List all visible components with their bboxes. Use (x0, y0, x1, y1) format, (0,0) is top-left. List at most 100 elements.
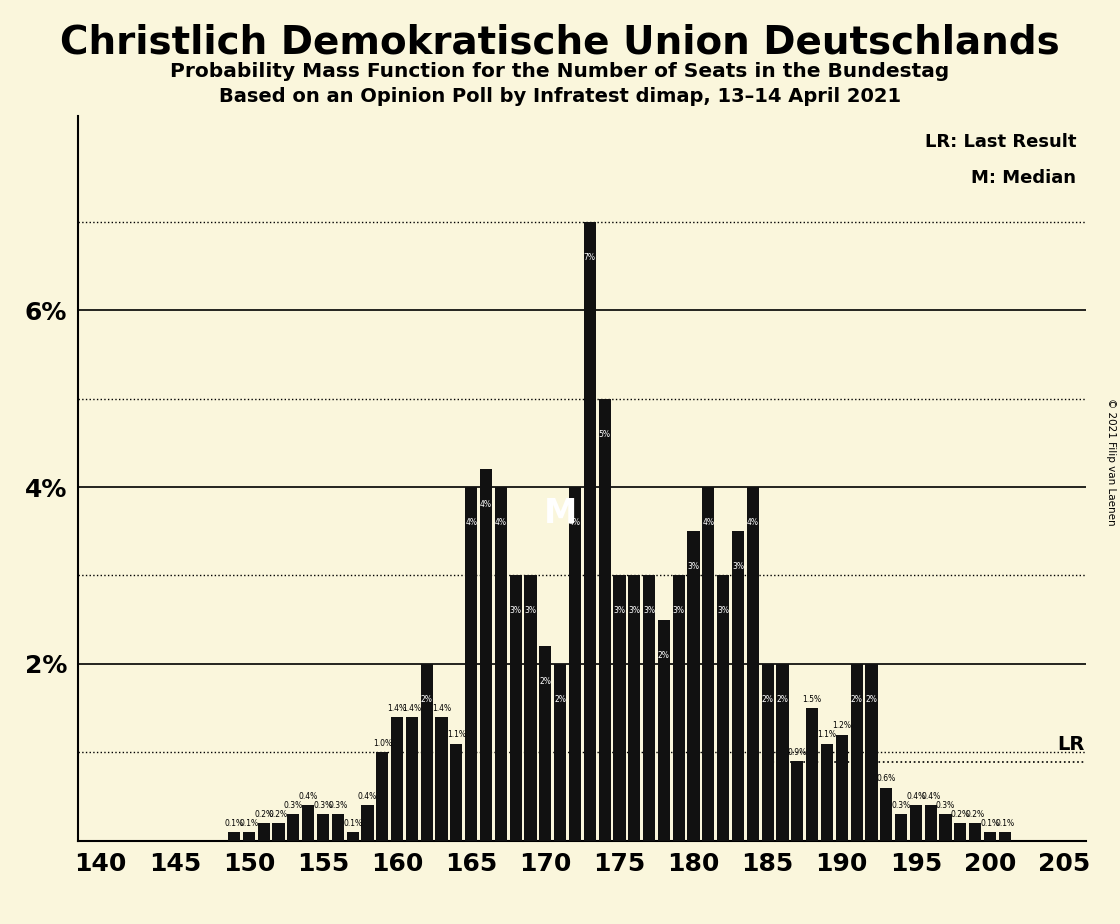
Bar (391, 717, 403, 841)
Bar (524, 576, 536, 841)
Bar (258, 823, 270, 841)
Text: 0.3%: 0.3% (328, 801, 347, 809)
Text: 0.4%: 0.4% (906, 792, 925, 801)
Text: 0.2%: 0.2% (965, 809, 984, 819)
Text: 0.1%: 0.1% (980, 819, 1000, 828)
Text: 1.5%: 1.5% (803, 695, 822, 704)
Text: 1.1%: 1.1% (447, 730, 466, 739)
Bar (866, 664, 878, 841)
Bar (850, 664, 862, 841)
Text: 1.0%: 1.0% (373, 739, 392, 748)
Text: LR: Last Result: LR: Last Result (924, 133, 1076, 152)
Bar (539, 646, 551, 841)
Bar (999, 832, 1011, 841)
Text: 7%: 7% (584, 252, 596, 261)
Bar (791, 761, 803, 841)
Text: 0.3%: 0.3% (892, 801, 911, 809)
Text: 4%: 4% (702, 518, 715, 527)
Bar (376, 752, 389, 841)
Bar (969, 823, 981, 841)
Bar (688, 531, 700, 841)
Text: 1.4%: 1.4% (432, 703, 451, 712)
Bar (346, 832, 358, 841)
Text: 3%: 3% (717, 606, 729, 615)
Text: 1.1%: 1.1% (818, 730, 837, 739)
Text: LR: LR (1057, 736, 1084, 754)
Text: 3%: 3% (673, 606, 684, 615)
Bar (450, 744, 463, 841)
Text: 0.2%: 0.2% (254, 809, 273, 819)
Text: 2%: 2% (657, 650, 670, 660)
Text: 2%: 2% (866, 695, 877, 704)
Bar (940, 814, 952, 841)
Bar (598, 398, 610, 841)
Bar (954, 823, 967, 841)
Bar (480, 469, 492, 841)
Text: 2%: 2% (554, 695, 566, 704)
Bar (909, 806, 922, 841)
Bar (732, 531, 744, 841)
Text: 4%: 4% (480, 500, 492, 509)
Bar (362, 806, 374, 841)
Bar (702, 487, 715, 841)
Text: 4%: 4% (465, 518, 477, 527)
Text: 1.4%: 1.4% (388, 703, 407, 712)
Bar (806, 708, 819, 841)
Bar (643, 576, 655, 841)
Bar (272, 823, 284, 841)
Bar (243, 832, 255, 841)
Bar (657, 620, 670, 841)
Text: © 2021 Filip van Laenen: © 2021 Filip van Laenen (1107, 398, 1116, 526)
Text: Probability Mass Function for the Number of Seats in the Bundestag: Probability Mass Function for the Number… (170, 62, 950, 81)
Bar (821, 744, 833, 841)
Text: 1.2%: 1.2% (832, 722, 851, 730)
Bar (554, 664, 567, 841)
Text: 4%: 4% (747, 518, 759, 527)
Bar (569, 487, 581, 841)
Text: 0.1%: 0.1% (343, 819, 362, 828)
Text: 0.3%: 0.3% (283, 801, 304, 809)
Text: Christlich Demokratische Union Deutschlands: Christlich Demokratische Union Deutschla… (60, 23, 1060, 61)
Text: 4%: 4% (569, 518, 581, 527)
Text: 0.2%: 0.2% (951, 809, 970, 819)
Text: 0.2%: 0.2% (269, 809, 288, 819)
Text: 2%: 2% (762, 695, 774, 704)
Bar (776, 664, 788, 841)
Bar (465, 487, 477, 841)
Bar (880, 788, 893, 841)
Bar (287, 814, 299, 841)
Text: 3%: 3% (688, 562, 700, 571)
Bar (228, 832, 240, 841)
Bar (747, 487, 759, 841)
Bar (762, 664, 774, 841)
Text: 0.3%: 0.3% (936, 801, 955, 809)
Bar (584, 222, 596, 841)
Bar (614, 576, 626, 841)
Bar (717, 576, 729, 841)
Text: 0.1%: 0.1% (240, 819, 259, 828)
Bar (495, 487, 507, 841)
Text: 0.1%: 0.1% (224, 819, 244, 828)
Text: Based on an Opinion Poll by Infratest dimap, 13–14 April 2021: Based on an Opinion Poll by Infratest di… (218, 87, 902, 106)
Text: 5%: 5% (598, 430, 610, 439)
Text: 3%: 3% (732, 562, 744, 571)
Text: 0.6%: 0.6% (877, 774, 896, 784)
Text: M: Median: M: Median (971, 168, 1076, 187)
Text: 2%: 2% (851, 695, 862, 704)
Text: 2%: 2% (776, 695, 788, 704)
Text: 4%: 4% (495, 518, 507, 527)
Bar (332, 814, 344, 841)
Text: 0.1%: 0.1% (996, 819, 1015, 828)
Bar (925, 806, 936, 841)
Text: 0.4%: 0.4% (299, 792, 318, 801)
Text: 3%: 3% (628, 606, 641, 615)
Bar (317, 814, 329, 841)
Bar (628, 576, 641, 841)
Text: 0.4%: 0.4% (357, 792, 377, 801)
Text: 0.4%: 0.4% (921, 792, 941, 801)
Text: 2%: 2% (540, 677, 551, 687)
Bar (302, 806, 315, 841)
Bar (895, 814, 907, 841)
Bar (984, 832, 996, 841)
Bar (673, 576, 684, 841)
